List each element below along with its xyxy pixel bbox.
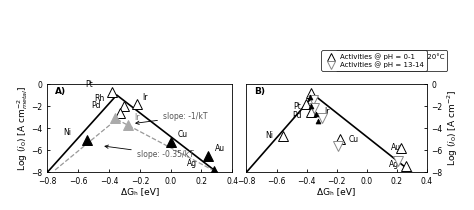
Y-axis label: Log ($i_0$) [A cm$^{-2}$]: Log ($i_0$) [A cm$^{-2}$] bbox=[446, 90, 460, 166]
Text: Pt: Pt bbox=[85, 80, 92, 89]
Text: Cu: Cu bbox=[178, 130, 188, 139]
X-axis label: ΔGₕ [eV]: ΔGₕ [eV] bbox=[318, 188, 356, 196]
Text: Ni: Ni bbox=[63, 129, 71, 138]
Text: Ni: Ni bbox=[265, 131, 273, 140]
Text: Pd: Pd bbox=[292, 112, 301, 121]
Text: A): A) bbox=[55, 87, 66, 96]
Text: Au: Au bbox=[215, 144, 225, 153]
Text: Ir: Ir bbox=[142, 93, 148, 102]
Text: Rh: Rh bbox=[95, 94, 105, 103]
Y-axis label: Log ($i_0$) [A cm$^{-2}_{metal}$]: Log ($i_0$) [A cm$^{-2}_{metal}$] bbox=[15, 85, 30, 171]
Text: Ir: Ir bbox=[135, 113, 140, 122]
Text: slope: -0.35/kT: slope: -0.35/kT bbox=[105, 145, 193, 159]
Text: Ag: Ag bbox=[187, 159, 197, 168]
Text: B): B) bbox=[254, 87, 264, 96]
Text: Cu: Cu bbox=[348, 135, 359, 144]
Text: slope: -1/kT: slope: -1/kT bbox=[136, 112, 208, 125]
X-axis label: ΔGₕ [eV]: ΔGₕ [eV] bbox=[121, 188, 159, 196]
Text: Ag: Ag bbox=[389, 160, 399, 169]
Legend: Activities @ pH = 0-1, Activities @ pH = 13-14: Activities @ pH = 0-1, Activities @ pH =… bbox=[321, 50, 427, 71]
Text: Pd: Pd bbox=[91, 101, 100, 110]
Text: Pt: Pt bbox=[293, 102, 301, 110]
Text: Au: Au bbox=[391, 143, 401, 152]
Legend: H₂-pump - PEMFC @ 20°C, RDE - Acid  @ 20°C: H₂-pump - PEMFC @ 20°C, RDE - Acid @ 20°… bbox=[336, 50, 447, 71]
Text: Ir: Ir bbox=[324, 106, 329, 116]
